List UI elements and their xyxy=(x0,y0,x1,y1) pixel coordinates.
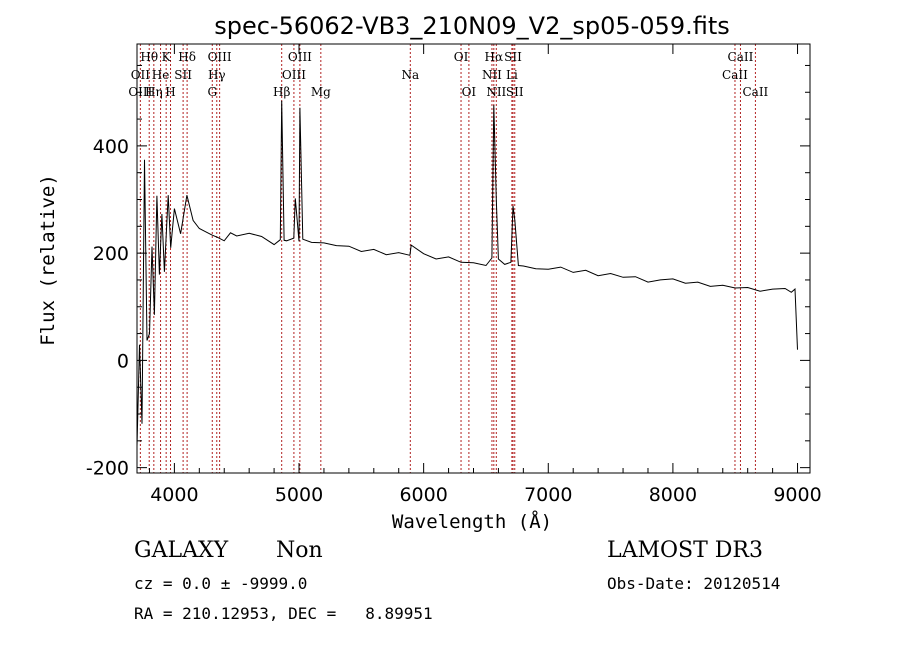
line-label-2: Hθ xyxy=(140,50,158,64)
line-label-12: Hβ xyxy=(273,85,290,99)
line-label-10: Hγ xyxy=(208,68,226,82)
chart-title: spec-56062-VB3_210N09_V2_sp05-059.fits xyxy=(214,12,730,40)
line-label-4: K xyxy=(162,50,172,64)
subclass-label: Non xyxy=(276,538,323,563)
x-tick-label-0: 4000 xyxy=(150,484,198,506)
line-label-17: OI xyxy=(454,50,469,64)
x-tick-label-2: 6000 xyxy=(399,484,447,506)
x-axis-ticks: 4000 5000 6000 7000 8000 9000 xyxy=(148,44,822,506)
x-tick-label-1: 5000 xyxy=(275,484,323,506)
line-label-13: OIII xyxy=(288,50,312,64)
x-axis-label: Wavelength (Å) xyxy=(392,510,552,533)
line-label-9: OIII xyxy=(208,50,232,64)
line-label-18: OI xyxy=(462,85,477,99)
line-label-0: OII xyxy=(131,68,151,82)
line-label-16: Na xyxy=(401,68,419,82)
x-tick-label-5: 9000 xyxy=(773,484,821,506)
obs-date-line: Obs-Date: 20120514 xyxy=(607,574,781,593)
line-label-27: CaII xyxy=(742,85,768,99)
line-label-11: G xyxy=(207,85,217,99)
line-label-3: Hη xyxy=(145,85,163,99)
x-tick-label-3: 7000 xyxy=(524,484,572,506)
y-tick-label-2: 200 xyxy=(93,243,129,265)
line-label-23: NII xyxy=(486,85,506,99)
marker-lines xyxy=(139,44,756,473)
survey-label: LAMOST DR3 xyxy=(607,538,763,563)
line-label-19: Hα xyxy=(485,50,504,64)
line-label-21: NII xyxy=(482,68,502,82)
y-tick-label-3: 400 xyxy=(93,136,129,158)
line-label-7: H xyxy=(165,85,175,99)
line-label-24: SII xyxy=(506,85,524,99)
line-label-26: CaII xyxy=(722,68,748,82)
radec-line: RA = 210.12953, DEC = 8.89951 xyxy=(134,604,433,623)
x-tick-label-4: 8000 xyxy=(649,484,697,506)
line-label-22: Li xyxy=(506,68,518,82)
line-label-5: He xyxy=(152,68,170,82)
y-axis-ticks: -200 0 200 400 xyxy=(86,64,810,480)
line-label-6: SII xyxy=(174,68,192,82)
line-label-25: CaII xyxy=(728,50,754,64)
class-label: GALAXY xyxy=(134,538,229,563)
y-axis-label: Flux (relative) xyxy=(37,174,59,346)
line-label-15: Mg xyxy=(311,85,331,99)
line-label-20: SII xyxy=(504,50,522,64)
spectrum-series-line xyxy=(136,100,798,447)
plot-frame xyxy=(136,43,811,474)
y-tick-label-1: 0 xyxy=(117,350,129,372)
redshift-line: cz = 0.0 ± -9999.0 xyxy=(134,574,308,593)
y-tick-label-0: -200 xyxy=(86,458,129,480)
line-label-14: OIII xyxy=(282,68,306,82)
line-label-8: Hδ xyxy=(178,50,196,64)
